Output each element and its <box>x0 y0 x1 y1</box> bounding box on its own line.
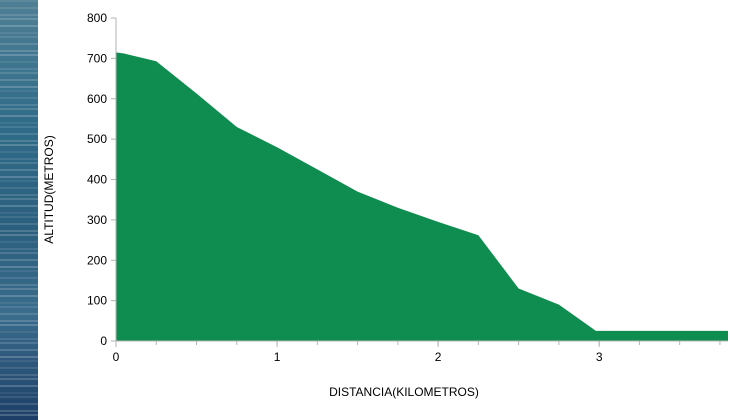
water-ripple <box>0 356 38 358</box>
water-ripple <box>0 338 38 340</box>
water-ripple <box>0 187 38 189</box>
y-tick-label: 700 <box>87 51 107 65</box>
background-water-photo <box>0 0 38 420</box>
y-tick-label: 200 <box>87 253 107 267</box>
water-ripple <box>0 349 38 351</box>
water-ripple <box>0 414 38 416</box>
water-ripple <box>0 18 38 20</box>
water-ripple <box>0 248 38 250</box>
water-ripple <box>0 194 38 196</box>
ticks: 0 100 200 300 400 500 600 700 800 0 1 2 3 <box>87 11 721 364</box>
water-ripple <box>0 36 38 38</box>
water-ripple <box>0 288 38 290</box>
water-ripple <box>0 295 38 297</box>
water-ripple <box>0 122 38 124</box>
x-tick-label: 1 <box>274 350 281 364</box>
water-ripple <box>0 212 38 214</box>
water-ripple <box>0 50 38 52</box>
water-ripple <box>0 180 38 182</box>
water-ripple <box>0 90 38 92</box>
water-ripple <box>0 259 38 261</box>
water-ripple <box>0 7 38 9</box>
water-ripple <box>0 367 38 369</box>
water-ripple <box>0 169 38 171</box>
water-ripple <box>0 324 38 326</box>
water-ripple <box>0 270 38 272</box>
water-ripple <box>0 108 38 110</box>
water-ripple <box>0 410 38 412</box>
water-ripple <box>0 360 38 362</box>
y-tick-label: 0 <box>100 334 107 348</box>
water-ripple <box>0 61 38 63</box>
water-ripple <box>0 252 38 254</box>
water-ripple <box>0 126 38 128</box>
water-ripple <box>0 223 38 225</box>
water-ripple <box>0 385 38 387</box>
water-ripple <box>0 43 38 45</box>
y-tick-label: 800 <box>87 11 107 25</box>
water-ripple <box>0 277 38 279</box>
x-tick-label: 3 <box>596 350 603 364</box>
water-ripple <box>0 374 38 376</box>
water-ripple <box>0 79 38 81</box>
water-ripple <box>0 158 38 160</box>
water-ripple <box>0 266 38 268</box>
water-ripple <box>0 151 38 153</box>
y-axis-title: ALTITUD(METROS) <box>42 135 56 243</box>
water-ripple <box>0 342 38 344</box>
water-ripple <box>0 378 38 380</box>
water-ripple <box>0 104 38 106</box>
y-tick-label: 100 <box>87 294 107 308</box>
water-ripple <box>0 162 38 164</box>
water-ripple <box>0 403 38 405</box>
water-ripple <box>0 313 38 315</box>
water-ripple <box>0 396 38 398</box>
water-ripple <box>0 198 38 200</box>
plot-area <box>116 52 728 341</box>
water-ripple <box>0 234 38 236</box>
water-ripple <box>0 140 38 142</box>
x-axis-title: DISTANCIA(KILOMETROS) <box>329 385 479 399</box>
water-ripple <box>0 68 38 70</box>
elevation-area <box>116 52 728 341</box>
y-tick-label: 600 <box>87 92 107 106</box>
water-ripple <box>0 331 38 333</box>
water-ripple <box>0 144 38 146</box>
water-ripple <box>0 32 38 34</box>
y-tick-label: 300 <box>87 213 107 227</box>
water-ripple <box>0 302 38 304</box>
water-ripple <box>0 205 38 207</box>
water-ripple <box>0 86 38 88</box>
y-tick-label: 500 <box>87 132 107 146</box>
water-ripple <box>0 97 38 99</box>
water-ripple <box>0 392 38 394</box>
water-ripple <box>0 230 38 232</box>
water-ripple <box>0 14 38 16</box>
water-ripple <box>0 176 38 178</box>
water-ripple <box>0 25 38 27</box>
water-ripple <box>0 216 38 218</box>
y-tick-label: 400 <box>87 173 107 187</box>
water-ripple <box>0 72 38 74</box>
water-ripple <box>0 306 38 308</box>
water-ripple <box>0 54 38 56</box>
x-tick-label: 0 <box>113 350 120 364</box>
water-ripple <box>0 284 38 286</box>
x-tick-label: 2 <box>435 350 442 364</box>
water-ripple <box>0 133 38 135</box>
water-ripple <box>0 241 38 243</box>
water-ripple <box>0 0 38 2</box>
water-ripple <box>0 320 38 322</box>
water-ripple <box>0 115 38 117</box>
